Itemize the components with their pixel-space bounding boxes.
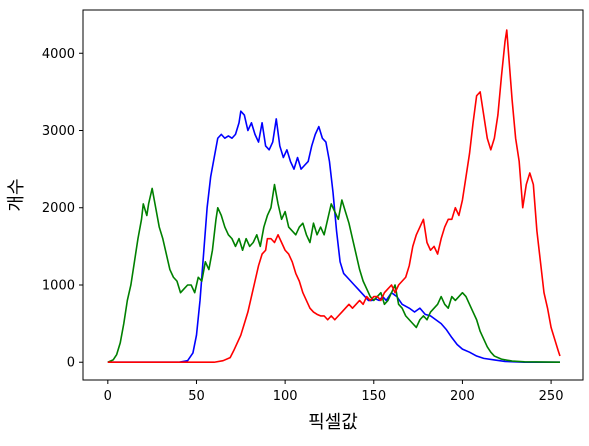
series-line-0 (107, 110, 560, 364)
x-tick-label: 250 (539, 389, 564, 404)
y-tick-label: 4000 (42, 47, 75, 62)
y-axis: 0 1000 2000 3000 4000 (42, 47, 83, 371)
x-axis-title: 픽셀값 (308, 412, 358, 433)
plot-frame (82, 9, 584, 381)
series-line-1 (107, 183, 560, 364)
series-layer (107, 29, 561, 364)
x-axis: 0 50 100 150 200 250 (104, 380, 564, 404)
x-tick-label: 0 (104, 389, 112, 404)
y-tick-label: 3000 (42, 124, 75, 139)
y-tick-label: 2000 (42, 201, 75, 216)
y-tick-label: 1000 (42, 278, 75, 293)
y-tick-label: 0 (67, 356, 75, 371)
y-axis-title: 개수 (6, 178, 27, 211)
x-tick-label: 200 (450, 389, 475, 404)
x-tick-label: 100 (273, 389, 298, 404)
x-tick-label: 50 (188, 389, 205, 404)
x-tick-label: 150 (361, 389, 386, 404)
series-line-2 (107, 29, 561, 364)
